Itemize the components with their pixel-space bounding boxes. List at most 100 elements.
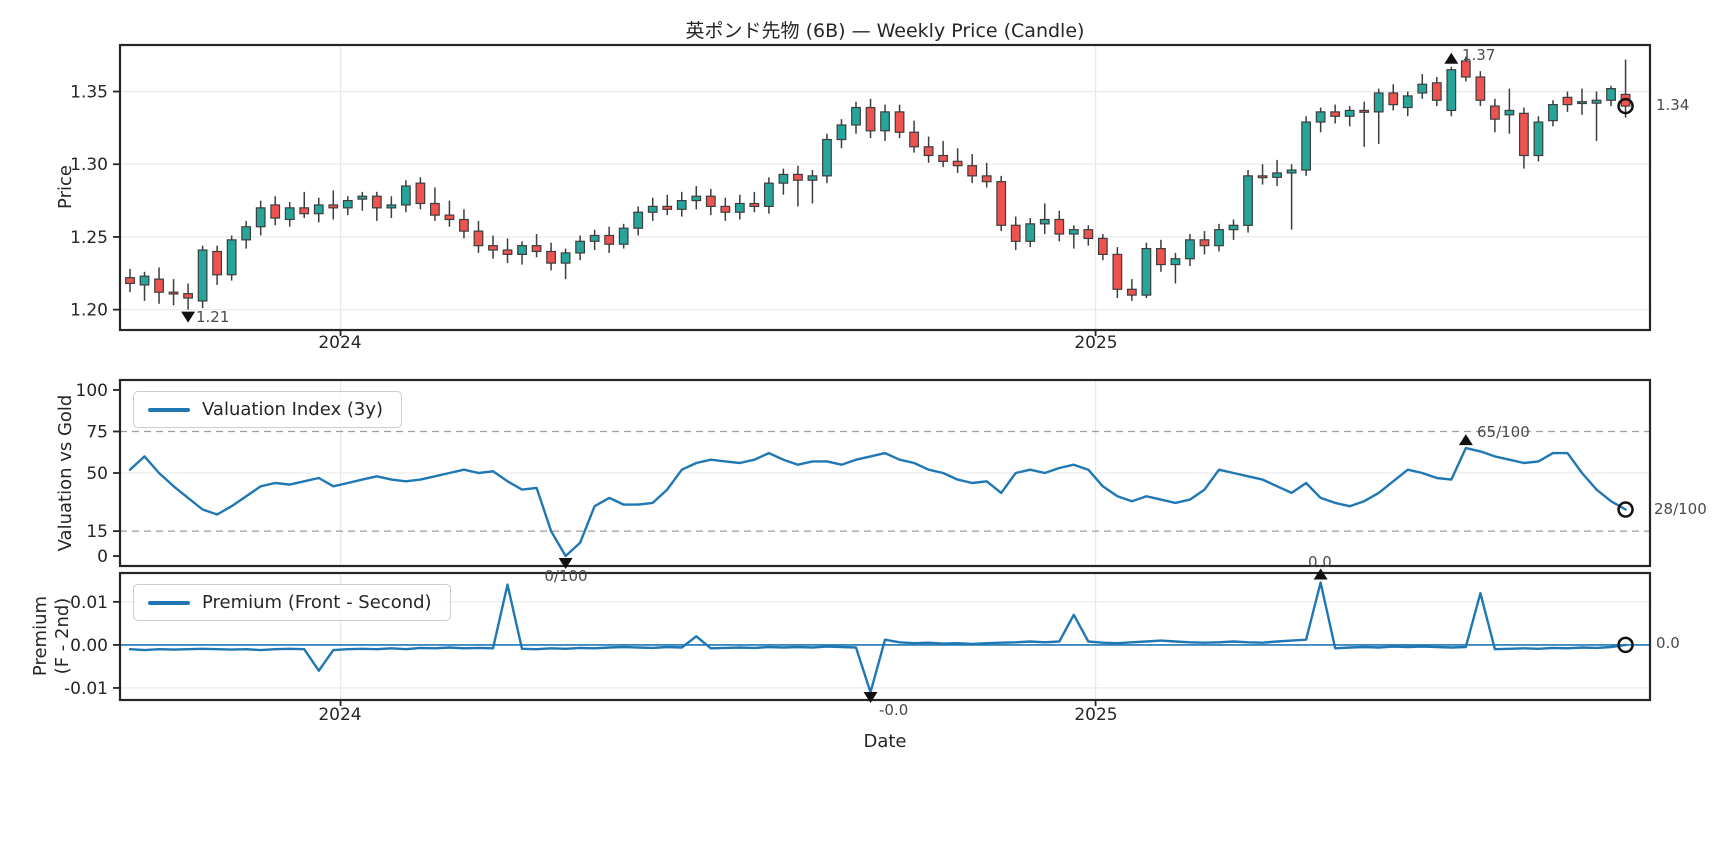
candle-body [1025, 223, 1036, 242]
candle-body [488, 245, 498, 251]
candle-body [342, 199, 353, 209]
candle-body [1330, 111, 1341, 117]
candle-body [720, 205, 731, 213]
candle-body [749, 202, 760, 208]
candle-body [270, 204, 281, 219]
candle-body [1097, 237, 1108, 255]
candle-body [952, 160, 963, 167]
candle-body [1504, 109, 1515, 116]
candle-body [154, 278, 164, 293]
price-min-marker-icon [181, 311, 196, 323]
premium-legend-line-icon [148, 600, 190, 605]
chart-title: 英ポンド先物 (6B) — Weekly Price (Candle) [685, 20, 1085, 42]
candle-body [822, 138, 832, 177]
candle-body [1548, 104, 1558, 122]
premium-xtick-2024: 2024 [318, 705, 362, 725]
candle-body [371, 195, 382, 209]
candle-body [560, 252, 571, 264]
price-ytick-label: 1.25 [70, 228, 108, 248]
valuation-legend: Valuation Index (3y) [133, 391, 403, 428]
candle-body [1359, 109, 1370, 113]
candle-body [473, 230, 484, 247]
candle-body [502, 249, 513, 255]
premium-min-annotation: -0.0 [879, 701, 909, 719]
candle-body [1591, 99, 1602, 104]
valuation-ytick-label: 0 [97, 547, 108, 567]
price-ytick-label: 1.30 [70, 155, 108, 175]
candle-body [604, 234, 615, 245]
valuation-min-marker-icon [558, 558, 573, 569]
candle-body [125, 277, 135, 285]
candle-body [1243, 175, 1253, 226]
date-axis-label: Date [863, 731, 907, 752]
candle-body [1083, 229, 1094, 239]
candle-body [139, 275, 150, 286]
price-max-marker-icon [1444, 52, 1459, 64]
candle-body [981, 175, 992, 183]
premium-ytick-label: -0.01 [64, 679, 108, 699]
candle-body [996, 181, 1007, 226]
candle-body [1519, 112, 1529, 157]
candle-body [1185, 239, 1195, 260]
premium-last-annotation: 0.0 [1656, 634, 1680, 652]
candle-body [763, 182, 774, 208]
price-xtick-2025: 2025 [1074, 333, 1118, 353]
candle-body [734, 202, 745, 213]
candle-body [909, 131, 919, 148]
candle-body [1489, 105, 1500, 120]
candle-body [386, 204, 397, 209]
candle-body [1301, 121, 1312, 171]
candle-body [415, 182, 426, 205]
valuation-max-marker-icon [1458, 434, 1473, 446]
candle-body [1533, 121, 1544, 157]
price-axis-label: Price [55, 165, 76, 209]
candle-body [1286, 169, 1297, 174]
candle-body [923, 146, 934, 157]
price-max-annotation: 1.37 [1462, 46, 1496, 64]
candle-body [880, 111, 890, 132]
candle-body [1562, 96, 1573, 106]
candle-body [1126, 288, 1137, 296]
candle-body [778, 173, 789, 184]
candle-body [1344, 109, 1355, 117]
price-min-annotation: 1.21 [196, 308, 230, 326]
candle-body [1039, 218, 1050, 225]
candle-body [430, 202, 440, 216]
candle-body [197, 249, 208, 302]
candle-body [1606, 88, 1616, 101]
candle-body [1068, 229, 1079, 235]
candle-body [1112, 253, 1123, 290]
candle-body [328, 204, 339, 209]
candle-body [633, 211, 644, 229]
candle-body [1228, 224, 1239, 231]
premium-axis-label-line2: (F - 2nd) [52, 597, 73, 675]
candle-body [1431, 82, 1442, 101]
candle-body [1214, 229, 1224, 247]
candle-body [357, 195, 368, 200]
candle-body [938, 154, 949, 162]
candle-body [1577, 101, 1587, 105]
candle-body [1054, 218, 1065, 235]
candle-body [967, 165, 978, 177]
candle-body [1388, 92, 1399, 106]
premium-line [128, 581, 1627, 694]
candle-body [400, 185, 411, 206]
candle-body [168, 291, 179, 295]
valuation-last-marker-icon [1617, 501, 1634, 518]
premium-legend: Premium (Front - Second) [133, 584, 451, 621]
candle-body [691, 195, 702, 202]
candle-body [662, 205, 673, 210]
candle-body [183, 293, 193, 299]
premium-min-marker-icon [863, 692, 878, 703]
candle-body [647, 205, 658, 213]
candle-body [793, 173, 803, 181]
candle-body [894, 111, 905, 133]
valuation-line [128, 446, 1627, 558]
candle-body [313, 204, 324, 215]
candle-body [459, 218, 469, 232]
candle-body [1475, 76, 1486, 101]
valuation-ytick-label: 100 [76, 381, 108, 401]
candle-body [255, 207, 266, 228]
candle-body [546, 250, 556, 264]
